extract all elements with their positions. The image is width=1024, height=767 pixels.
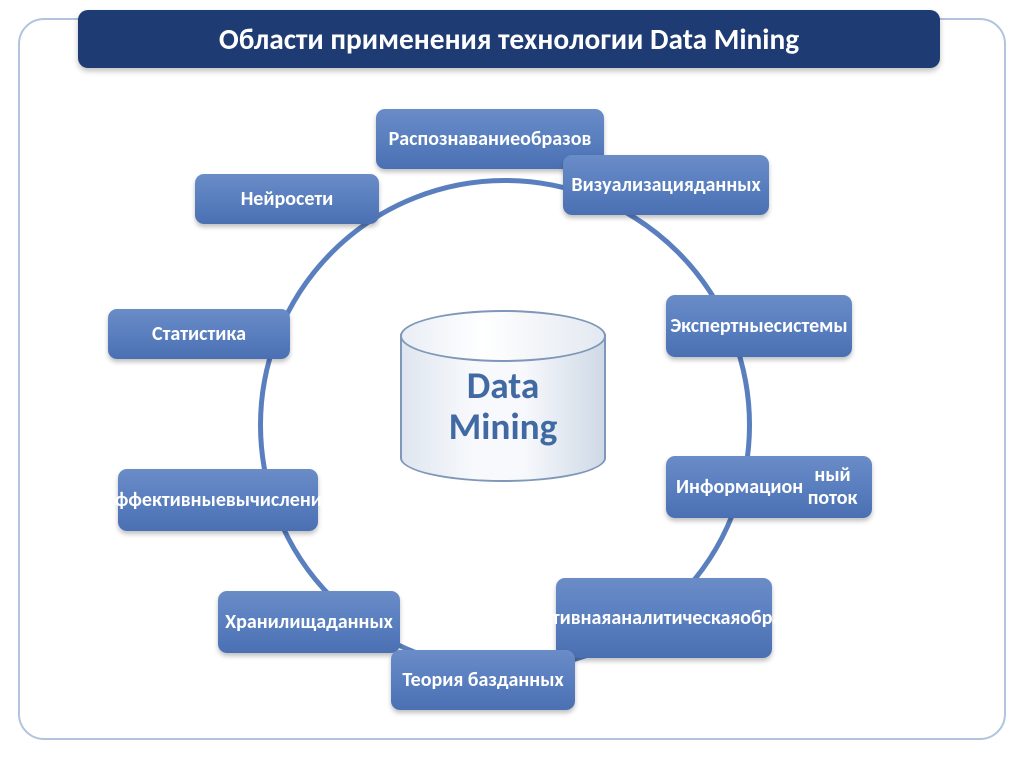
cylinder-top	[400, 310, 606, 362]
node-label-line: Эффективные	[104, 489, 226, 512]
node-label-line: Нейросети	[241, 188, 334, 211]
node-label-line: Оперативная	[497, 607, 611, 630]
node-label-line: Информацион	[676, 476, 803, 499]
node-label-line: Экспертные	[670, 315, 773, 338]
node-olap: Оперативнаяаналитическаяобработка	[556, 578, 772, 658]
node-label-line: Теория баз	[402, 669, 497, 692]
node-label-line: данных	[326, 611, 393, 634]
node-label-line: обработка	[740, 607, 831, 630]
node-neural-nets: Нейросети	[195, 174, 379, 224]
node-label-line: данных	[694, 174, 761, 197]
node-db-theory: Теория базданных	[391, 650, 575, 710]
node-information-flow: Информационный поток	[666, 456, 872, 518]
cylinder-label-line2: Mining	[449, 404, 558, 450]
node-expert-systems: Экспертныесистемы	[666, 295, 852, 357]
node-label-line: Распознавание	[389, 128, 521, 151]
diagram-area: Data Mining Распознаваниеобразов Нейросет…	[0, 0, 1024, 767]
node-label-line: Визуализация	[571, 174, 694, 197]
node-label-line: вычисления	[226, 489, 332, 512]
node-label-line: ный поток	[803, 464, 862, 510]
node-statistics: Статистика	[108, 309, 290, 359]
node-label-line: образов	[520, 128, 591, 151]
node-label-line: Хранилища	[225, 611, 326, 634]
node-label-line: системы	[774, 315, 848, 338]
node-data-warehouses: Хранилищаданных	[218, 591, 400, 653]
node-data-visualization: Визуализацияданных	[563, 155, 769, 215]
node-label-line: данных	[497, 669, 564, 692]
cylinder-label: Data Mining	[400, 366, 606, 448]
center-cylinder: Data Mining	[400, 310, 606, 480]
slide: Области применения технологии Data Minin…	[0, 0, 1024, 767]
node-label-line: Статистика	[152, 323, 246, 346]
node-label-line: аналитическая	[611, 607, 740, 630]
cylinder-label-line1: Data	[467, 363, 540, 409]
node-efficient-computation: Эффективныевычисления	[118, 469, 318, 531]
